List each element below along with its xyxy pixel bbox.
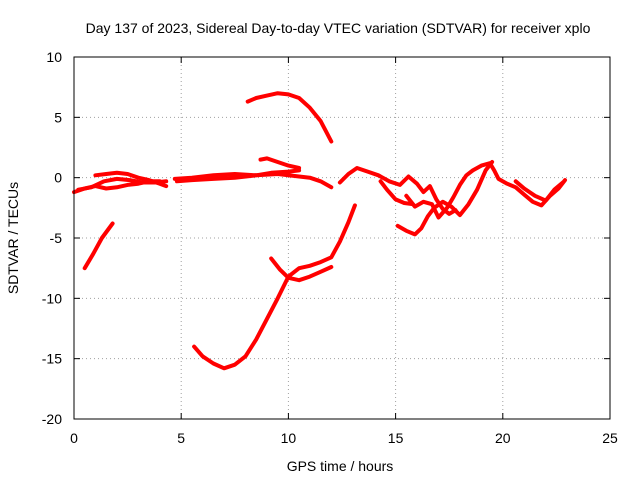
series-line-arc-15 (513, 179, 565, 203)
series-line-arc-3 (93, 170, 169, 189)
plot-frame (73, 56, 611, 420)
series-line-arc-11 (337, 166, 458, 216)
series-line-arc-12 (395, 160, 495, 237)
y-tick-label: -15 (42, 351, 62, 367)
series-line-arc-10 (269, 256, 334, 283)
y-axis-label: SDTVAR / TECUs (5, 182, 21, 294)
x-tick-label: 5 (177, 430, 185, 446)
x-tick-label: 25 (602, 430, 618, 446)
y-tick-label: -10 (42, 290, 62, 306)
y-tick-label: -20 (42, 411, 62, 427)
series-line-arc-13 (404, 161, 567, 220)
y-tick-label: 10 (46, 49, 62, 65)
x-tick-label: 0 (70, 430, 78, 446)
y-tick-label: 5 (54, 109, 62, 125)
series-line-arc-6 (174, 168, 302, 184)
series-line-arc-7 (245, 91, 334, 144)
axis-layer: 0 5 10 15 20 25 -20 -15 -10 -5 0 5 10 (42, 49, 618, 446)
series-line-arc-4 (82, 221, 115, 271)
y-tick-label: -5 (50, 230, 63, 246)
series-layer (72, 91, 567, 371)
series-line-arc-14 (378, 179, 415, 207)
x-tick-label: 20 (495, 430, 511, 446)
x-tick-label: 10 (281, 430, 297, 446)
series-line-arc-8 (258, 156, 302, 170)
chart-title: Day 137 of 2023, Sidereal Day-to-day VTE… (86, 20, 591, 36)
x-tick-label: 15 (388, 430, 404, 446)
x-axis-label: GPS time / hours (287, 458, 394, 474)
y-tick-label: 0 (54, 170, 62, 186)
series-line-arc-9 (192, 203, 357, 371)
